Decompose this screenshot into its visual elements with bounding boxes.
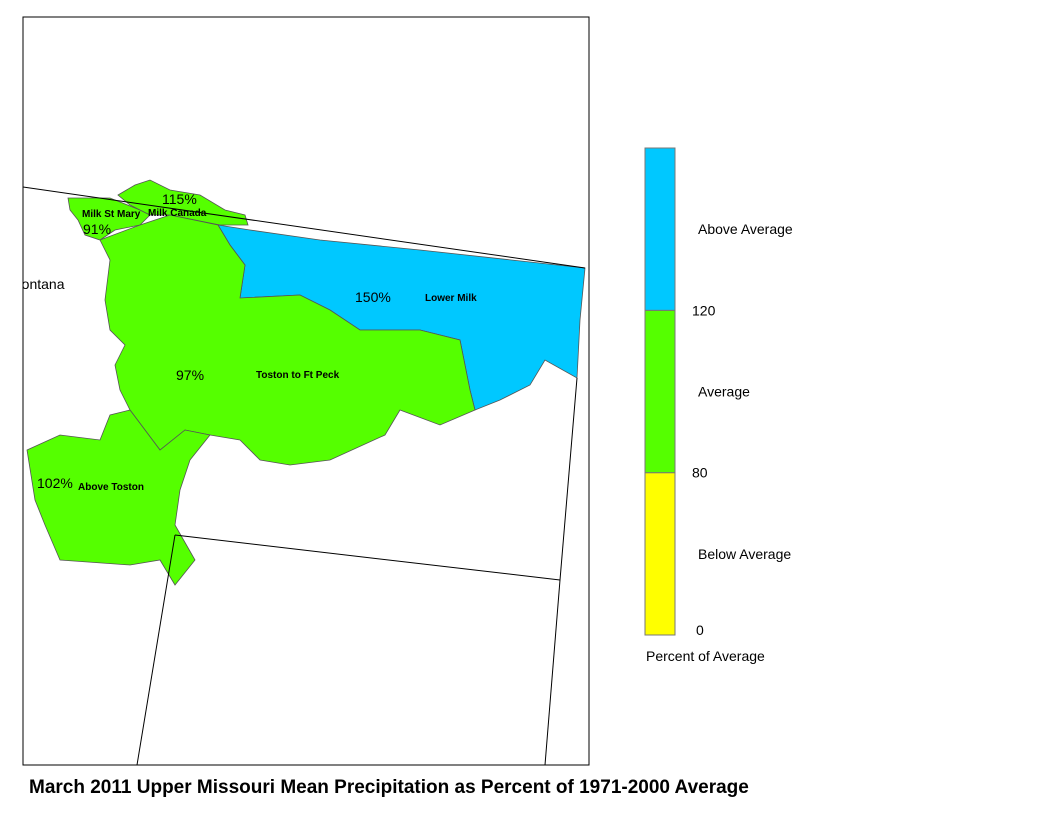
legend-break: 80 xyxy=(692,465,708,481)
region xyxy=(26,409,211,586)
state-label: Montana xyxy=(10,276,65,292)
region-name: Milk St Mary xyxy=(82,209,141,220)
region-name: Milk Canada xyxy=(148,208,207,219)
legend-swatch xyxy=(644,309,676,474)
region-value: 115% xyxy=(162,191,197,207)
region-value: 97% xyxy=(176,367,204,383)
legend: Below Average Average Above Average 0 80 120 xyxy=(644,147,793,638)
region xyxy=(67,197,151,241)
region-name: Above Toston xyxy=(78,482,144,493)
title: March 2011 Upper Missouri Mean Precipita… xyxy=(29,777,749,798)
map: Montana Milk St Mary 91% Milk Canada 115… xyxy=(10,179,586,765)
region-name: Toston to Ft Peck xyxy=(256,370,340,381)
legend-title: Percent of Average xyxy=(646,648,765,664)
region-value: 91% xyxy=(83,221,111,237)
legend-label: Above Average xyxy=(698,221,793,237)
legend-break: 0 xyxy=(696,622,704,638)
legend-break: 120 xyxy=(692,302,716,318)
map-frame xyxy=(22,16,590,766)
region-value: 150% xyxy=(355,289,391,305)
region xyxy=(99,214,476,466)
region-name: Lower Milk xyxy=(425,293,477,304)
legend-swatch xyxy=(644,147,676,311)
legend-label: Average xyxy=(698,384,750,400)
region xyxy=(117,179,249,226)
legend-swatch xyxy=(644,472,676,636)
legend-label: Below Average xyxy=(698,546,791,562)
state-borders xyxy=(23,186,586,765)
region-value: 102% xyxy=(37,475,73,491)
